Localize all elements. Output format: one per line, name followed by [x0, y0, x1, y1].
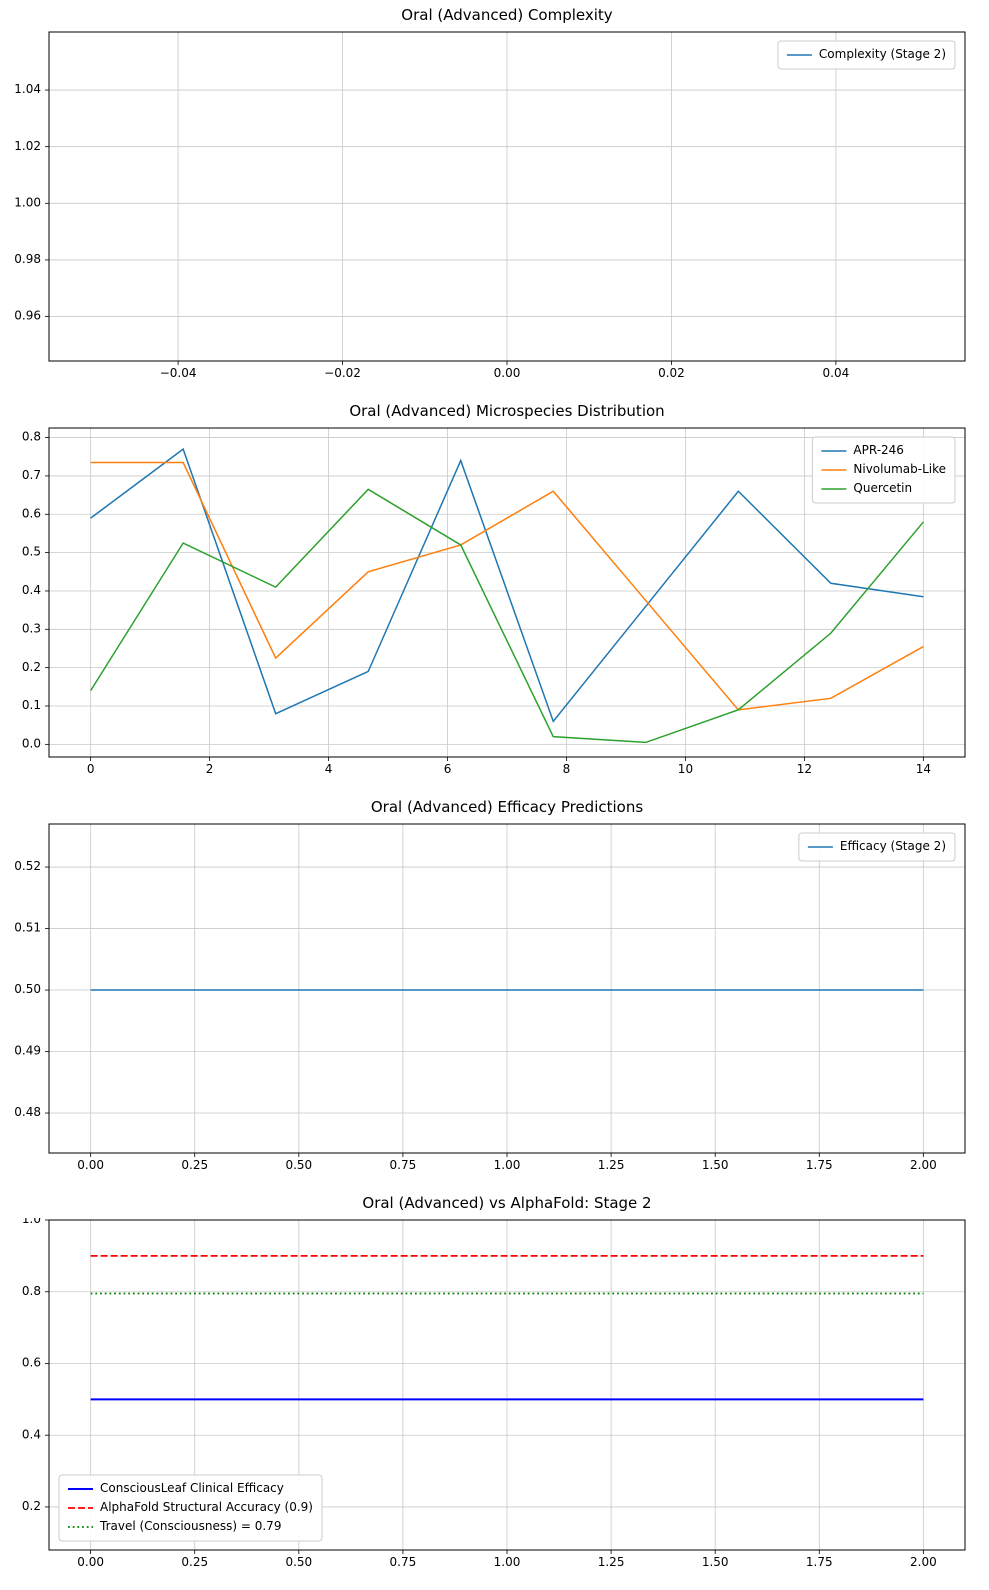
- chart-efficacy-canvas: [0, 822, 989, 1188]
- chart-complexity: Oral (Advanced) Complexity: [0, 0, 989, 396]
- chart-alphafold-comparison: Oral (Advanced) vs AlphaFold: Stage 2: [0, 1188, 989, 1590]
- chart-complexity-canvas: [0, 30, 989, 396]
- chart-complexity-title: Oral (Advanced) Complexity: [401, 6, 613, 24]
- chart-efficacy-title: Oral (Advanced) Efficacy Predictions: [370, 798, 644, 816]
- chart-alphafold-title: Oral (Advanced) vs AlphaFold: Stage 2: [362, 1194, 652, 1212]
- chart-efficacy-predictions: Oral (Advanced) Efficacy Predictions: [0, 792, 989, 1188]
- chart-alphafold-canvas: [0, 1218, 989, 1590]
- chart-microspecies-title: Oral (Advanced) Microspecies Distributio…: [349, 402, 665, 420]
- chart-microspecies-distribution: Oral (Advanced) Microspecies Distributio…: [0, 396, 989, 792]
- chart-microspecies-canvas: [0, 426, 989, 792]
